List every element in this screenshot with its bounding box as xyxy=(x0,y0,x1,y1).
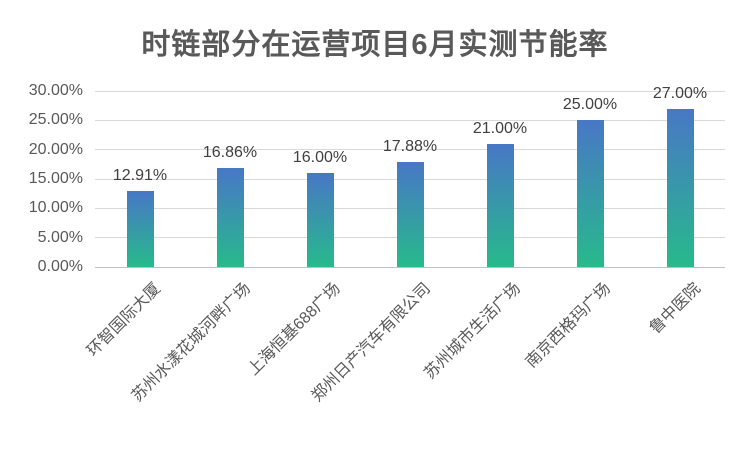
y-axis-tick-label: 20.00% xyxy=(28,140,83,158)
bar-value-label: 21.00% xyxy=(472,119,528,137)
y-axis-tick-label: 15.00% xyxy=(28,170,83,187)
bar-value-label: 17.88% xyxy=(382,138,438,156)
x-axis-category-label: 环智国际大厦 xyxy=(84,280,165,360)
x-axis-category-label: 南京西格玛广场 xyxy=(522,280,615,372)
x-axis-category-label: 苏州城市生活广场 xyxy=(421,280,525,383)
y-axis-tick-label: 5.00% xyxy=(37,228,83,246)
bar-value-label: 16.00% xyxy=(292,149,348,167)
gridline xyxy=(95,119,725,121)
bar xyxy=(486,143,514,267)
bar-value-label: 25.00% xyxy=(562,96,618,114)
bar xyxy=(396,162,424,267)
bar xyxy=(576,120,604,267)
bar xyxy=(306,173,334,267)
bar xyxy=(666,108,694,267)
y-axis-tick-label: 0.00% xyxy=(37,258,83,275)
bar-value-label: 12.91% xyxy=(112,167,168,185)
y-axis-tick-label: 30.00% xyxy=(28,82,83,99)
y-axis-tick-label: 25.00% xyxy=(28,111,83,129)
bar-value-label: 27.00% xyxy=(652,84,708,102)
bar xyxy=(216,168,244,267)
gridline xyxy=(95,90,725,92)
bar-value-label: 16.86% xyxy=(202,144,258,162)
x-axis-category-label: 上海恒基688广场 xyxy=(245,280,345,379)
gridline xyxy=(95,149,725,151)
x-axis-category-label: 鲁中医院 xyxy=(646,280,705,338)
chart-title: 时链部分在运营项目6月实测节能率 xyxy=(141,29,609,61)
x-axis-line xyxy=(95,266,725,268)
y-axis-tick-label: 10.00% xyxy=(28,199,83,217)
bar xyxy=(126,191,154,267)
